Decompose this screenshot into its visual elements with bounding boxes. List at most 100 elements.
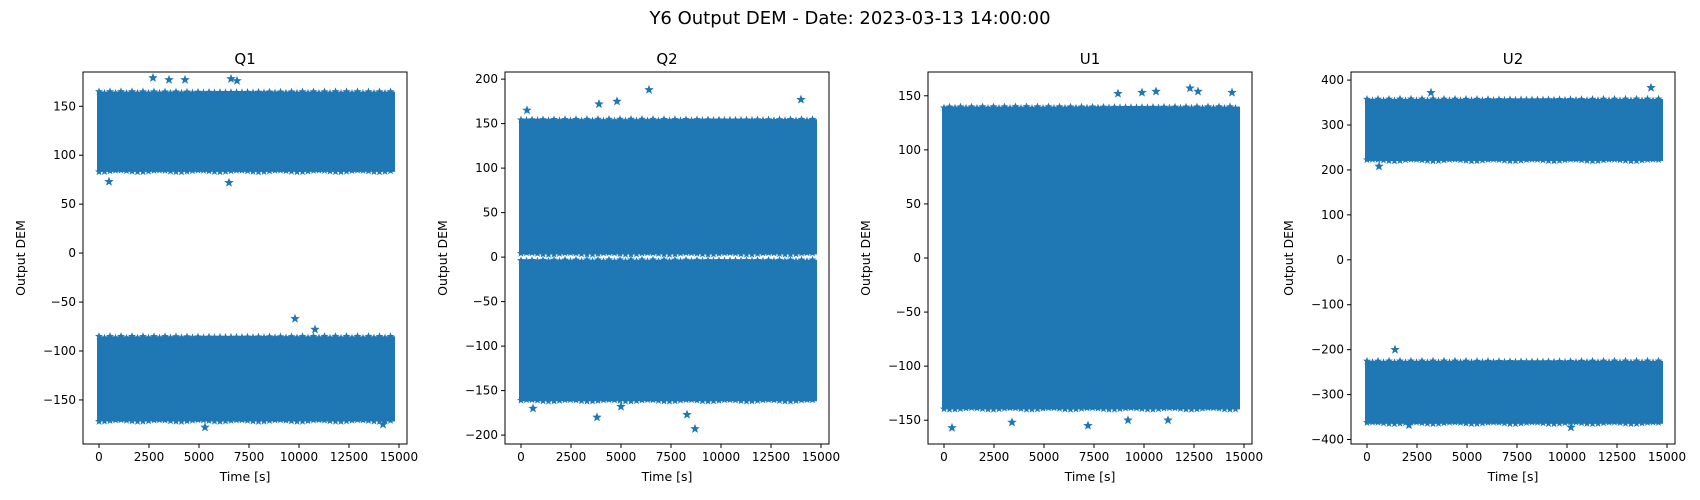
outlier-point (378, 419, 388, 429)
outlier-point (1193, 86, 1203, 96)
outlier-point (682, 409, 692, 419)
outlier-point (1374, 161, 1384, 171)
x-tick-label: 2500 (979, 450, 1010, 464)
y-tick-label: 0 (490, 250, 498, 264)
x-tick-label: 0 (940, 450, 948, 464)
x-tick-label: 12500 (330, 450, 368, 464)
x-tick-label: 5000 (184, 450, 215, 464)
x-tick-label: 5000 (606, 450, 637, 464)
y-tick-label: −200 (1311, 343, 1344, 357)
figure-title: Y6 Output DEM - Date: 2023-03-13 14:00:0… (649, 8, 1051, 29)
y-tick-label: −100 (1311, 298, 1344, 312)
band-0-0 (519, 119, 817, 255)
outlier-point (1227, 87, 1237, 97)
outlier-point (522, 105, 532, 115)
y-tick-label: 150 (53, 99, 76, 113)
outlier-point (1185, 83, 1195, 93)
outlier-point (690, 423, 700, 433)
data-points (940, 83, 1240, 432)
outlier-point (528, 403, 538, 413)
x-tick-label: 0 (95, 450, 103, 464)
data-points (517, 84, 817, 433)
subplot-title: U1 (1080, 50, 1101, 68)
outlier-point (226, 73, 236, 83)
subplot-u2: 0 2500 5000 7500 10000 12500 15000 −400 −300 −200… (1281, 50, 1686, 484)
y-axis-label: Output DEM (858, 220, 873, 296)
axes-frame (504, 71, 830, 445)
band-0-1 (519, 259, 817, 402)
axes-frame (82, 71, 408, 445)
x-tick-label: 0 (1363, 450, 1371, 464)
outlier-point (1113, 88, 1123, 98)
y-tick-label: −300 (1311, 388, 1344, 402)
outlier-point (947, 422, 957, 432)
y-tick-label: −100 (465, 339, 498, 353)
x-axis-label: Time [s] (1487, 469, 1539, 484)
y-tick-label: 150 (898, 89, 921, 103)
y-axis-label: Output DEM (435, 220, 450, 296)
x-tick-label: 15000 (1225, 450, 1263, 464)
outlier-point (104, 176, 114, 186)
x-tick-label: 12500 (1598, 450, 1636, 464)
y-axis-label: Output DEM (1281, 220, 1296, 296)
x-tick-label: 10000 (702, 450, 740, 464)
band-edge-0-0 (1363, 94, 1663, 165)
x-tick-label: 15000 (802, 450, 840, 464)
y-tick-label: 150 (475, 117, 498, 131)
outlier-point (594, 99, 604, 109)
subplot-title: U2 (1503, 50, 1524, 68)
outlier-point (1646, 82, 1656, 92)
y-tick-label: −50 (473, 295, 498, 309)
y-tick-label: 50 (61, 197, 76, 211)
band-0-1 (97, 336, 395, 422)
outlier-point (1404, 420, 1414, 430)
y-tick-label: −150 (465, 384, 498, 398)
x-axis-label: Time [s] (641, 469, 693, 484)
band-0-0 (1365, 98, 1663, 161)
x-tick-label: 7500 (656, 450, 687, 464)
outlier-point (164, 74, 174, 84)
x-tick-label: 5000 (1452, 450, 1483, 464)
outlier-point (1163, 415, 1173, 425)
x-tick-label: 10000 (1548, 450, 1586, 464)
y-tick-label: −50 (51, 295, 76, 309)
outlier-point (644, 84, 654, 94)
x-tick-label: 7500 (1079, 450, 1110, 464)
y-tick-label: −150 (43, 393, 76, 407)
outlier-point (1007, 417, 1017, 427)
y-axis-label: Output DEM (13, 220, 28, 296)
x-tick-label: 0 (517, 450, 525, 464)
y-tick-label: −50 (896, 305, 921, 319)
x-tick-label: 12500 (752, 450, 790, 464)
outlier-point (1151, 86, 1161, 96)
x-tick-label: 10000 (1125, 450, 1163, 464)
band-0-0 (97, 91, 395, 172)
subplot-q1: 0 2500 5000 7500 10000 12500 15000 −150 −100 −50 0… (13, 50, 418, 484)
x-tick-label: 7500 (1502, 450, 1533, 464)
outlier-point (310, 324, 320, 334)
y-tick-label: 0 (1336, 253, 1344, 267)
x-tick-label: 7500 (234, 450, 265, 464)
subplot-title: Q1 (234, 50, 255, 68)
data-points (1363, 82, 1663, 432)
outlier-point (1083, 420, 1093, 430)
y-tick-label: 100 (898, 143, 921, 157)
data-points (95, 72, 395, 432)
x-tick-label: 2500 (134, 450, 165, 464)
y-tick-label: 400 (1321, 73, 1344, 87)
outlier-point (796, 94, 806, 104)
y-tick-label: 100 (53, 148, 76, 162)
outlier-point (1426, 87, 1436, 97)
y-tick-label: 0 (68, 246, 76, 260)
y-tick-label: 50 (906, 197, 921, 211)
axes-frame (1350, 71, 1676, 445)
y-tick-label: −150 (888, 413, 921, 427)
outlier-point (180, 74, 190, 84)
outlier-point (616, 401, 626, 411)
y-tick-label: 200 (475, 72, 498, 86)
x-tick-label: 5000 (1029, 450, 1060, 464)
y-tick-label: 300 (1321, 118, 1344, 132)
x-tick-label: 10000 (280, 450, 318, 464)
outlier-point (200, 422, 210, 432)
